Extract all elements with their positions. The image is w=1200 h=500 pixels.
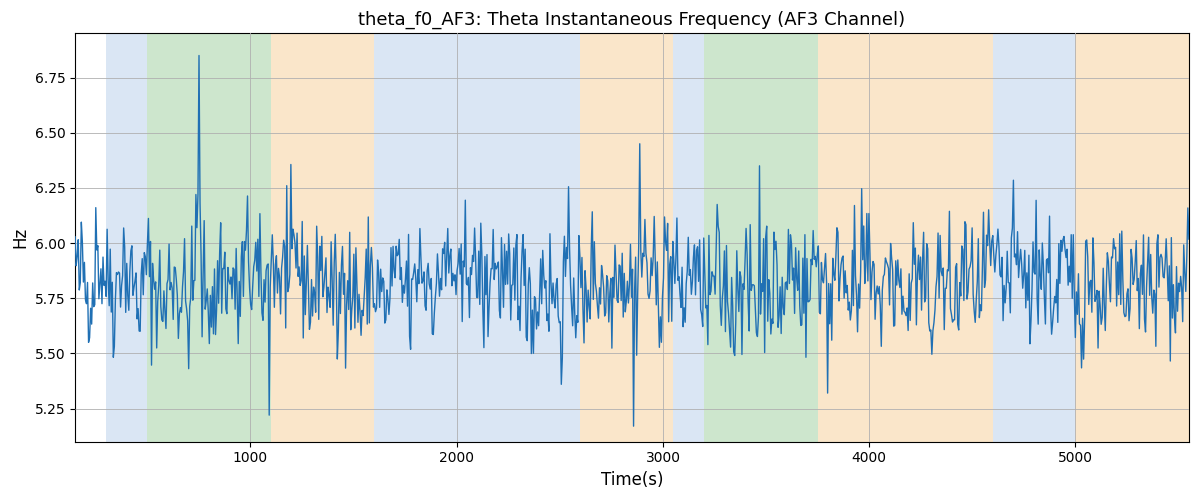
Bar	[106, 34, 148, 442]
X-axis label: Time(s): Time(s)	[601, 471, 664, 489]
Bar	[148, 34, 271, 442]
Bar	[817, 34, 992, 442]
Bar	[704, 34, 817, 442]
Bar	[581, 34, 673, 442]
Title: theta_f0_AF3: Theta Instantaneous Frequency (AF3 Channel): theta_f0_AF3: Theta Instantaneous Freque…	[359, 11, 906, 30]
Bar	[992, 34, 1075, 442]
Y-axis label: Hz: Hz	[11, 227, 29, 248]
Bar	[673, 34, 704, 442]
Bar	[374, 34, 581, 442]
Bar	[271, 34, 374, 442]
Bar	[1075, 34, 1199, 442]
